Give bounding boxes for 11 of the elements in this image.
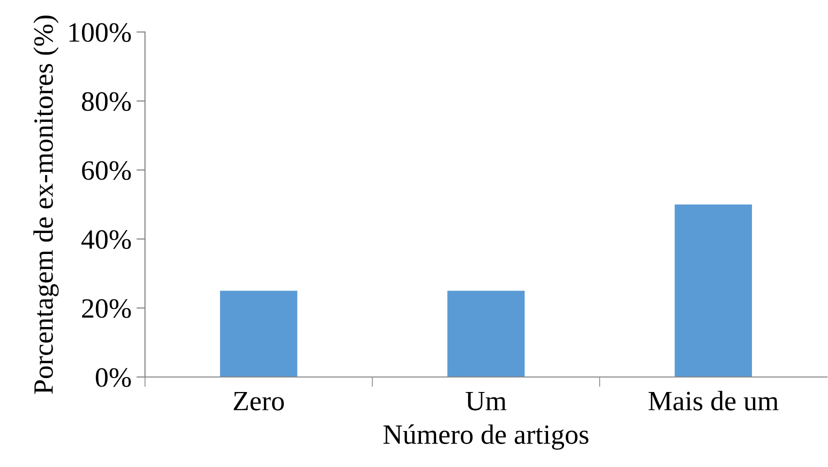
x-tick-label: Mais de um [648,390,778,410]
y-tick-label: 40% [81,230,131,249]
y-tick-label: 80% [82,92,131,111]
y-tick-label: 100% [69,23,131,42]
y-tick-label: 60% [82,161,131,180]
x-axis-title: Número de artigos [383,424,588,450]
x-tick-label: Um [466,392,506,410]
y-tick-label: 20% [82,299,131,318]
y-tick-label: 0% [96,368,131,387]
x-tick-label: Zero [234,392,284,410]
y-axis-title: Porcentagem de ex-monitores (%) [33,16,59,394]
